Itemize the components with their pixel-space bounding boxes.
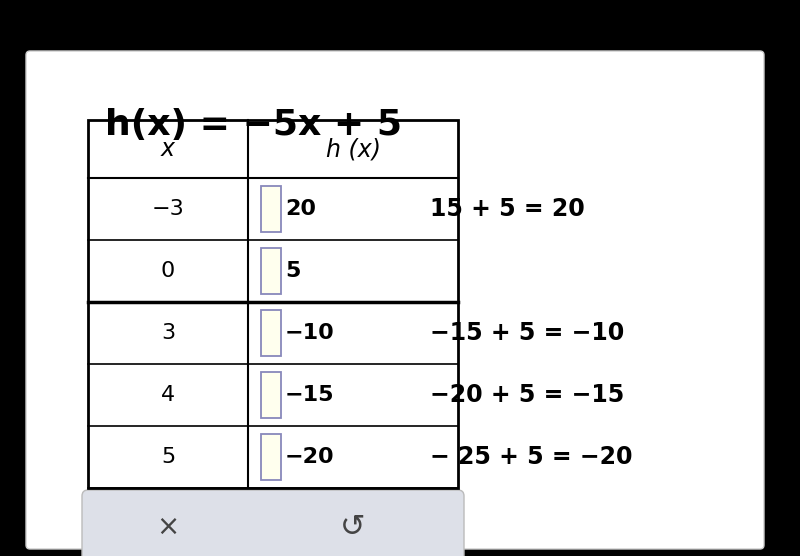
FancyBboxPatch shape [261,434,281,480]
Text: ↺: ↺ [340,513,366,542]
Text: 20: 20 [285,199,316,219]
FancyBboxPatch shape [82,490,464,556]
Bar [88,120,458,488]
Text: h (x): h (x) [326,137,381,161]
Text: −3: −3 [152,199,184,219]
Text: −15: −15 [285,385,334,405]
Text: 0: 0 [161,261,175,281]
Text: 15 + 5 = 20: 15 + 5 = 20 [430,197,585,221]
Text: 3: 3 [161,323,175,343]
FancyBboxPatch shape [26,51,764,549]
Text: x: x [161,137,175,161]
Bar [88,120,458,488]
Text: 5: 5 [161,447,175,467]
FancyBboxPatch shape [261,373,281,418]
Text: − 25 + 5 = −20: − 25 + 5 = −20 [430,445,633,469]
Text: ×: × [156,513,180,541]
Text: 4: 4 [161,385,175,405]
Text: −15 + 5 = −10: −15 + 5 = −10 [430,321,624,345]
Text: −10: −10 [285,323,334,343]
FancyBboxPatch shape [261,186,281,232]
Text: 5: 5 [285,261,300,281]
FancyBboxPatch shape [261,249,281,294]
Text: −20 + 5 = −15: −20 + 5 = −15 [430,383,624,407]
FancyBboxPatch shape [261,310,281,356]
Text: −20: −20 [285,447,334,467]
Text: h(x) = −5x + 5: h(x) = −5x + 5 [105,108,402,142]
